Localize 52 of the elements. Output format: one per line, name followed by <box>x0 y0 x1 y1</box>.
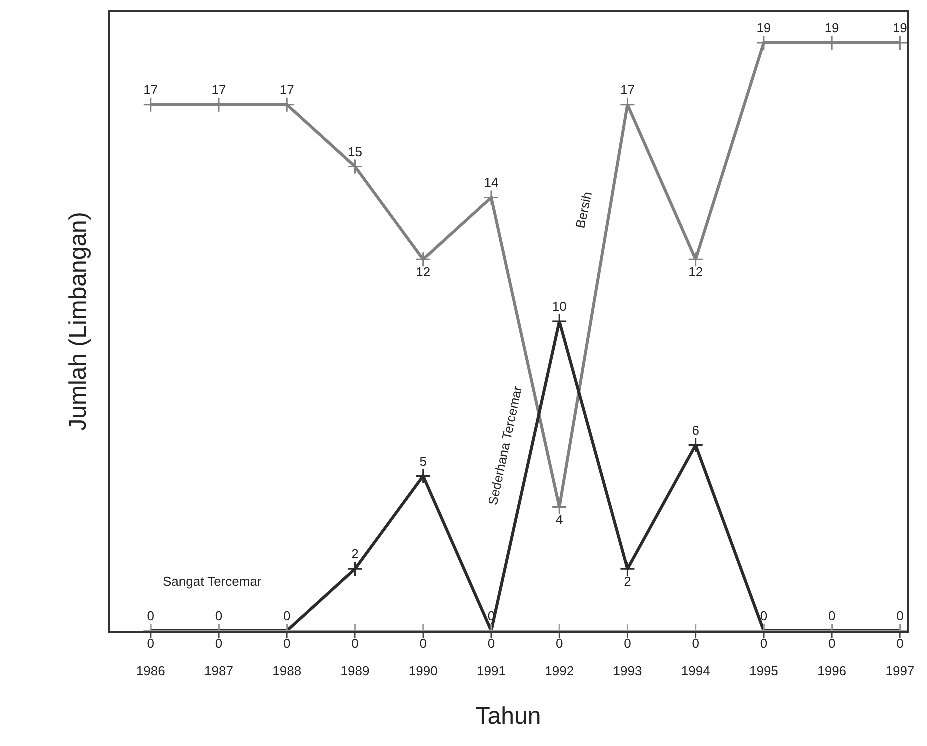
data-label: 0 <box>420 636 427 651</box>
data-label: 12 <box>688 264 704 280</box>
data-label: 0 <box>147 636 154 651</box>
x-tick-label: 1997 <box>886 663 915 678</box>
data-label: 17 <box>144 82 158 98</box>
data-label: 12 <box>416 264 431 280</box>
data-label: 0 <box>556 636 564 651</box>
data-label: 0 <box>896 608 904 624</box>
data-label: 19 <box>824 20 840 36</box>
x-axis-title: Tahun <box>476 703 542 730</box>
data-label: 0 <box>828 608 836 624</box>
data-label: 17 <box>280 82 294 98</box>
x-tick-label: 1987 <box>204 663 234 678</box>
x-tick-label: 1989 <box>340 663 370 678</box>
data-label: 6 <box>692 422 700 438</box>
x-tick-label: 1990 <box>408 663 438 678</box>
text: Sederhana Tercemar <box>485 384 526 507</box>
y-axis-title: Jumlah (Limbangan) <box>64 212 92 431</box>
data-label: 17 <box>212 82 226 98</box>
data-label: 0 <box>147 608 154 624</box>
x-tick-label: 1996 <box>818 663 847 678</box>
data-label: 19 <box>892 20 908 36</box>
data-label: 2 <box>352 546 359 562</box>
data-label: 0 <box>215 608 223 624</box>
data-label: 0 <box>283 636 291 651</box>
data-label: 0 <box>283 608 291 624</box>
x-tick-label: 1991 <box>477 663 506 678</box>
x-tick-label: 1988 <box>272 663 302 678</box>
text: Bersih <box>572 190 596 230</box>
data-label: 0 <box>352 636 359 651</box>
data-label: 0 <box>896 636 904 651</box>
data-label: 0 <box>760 636 768 651</box>
data-label: 2 <box>624 574 632 590</box>
data-label: 4 <box>556 512 564 528</box>
data-label: 5 <box>420 454 427 469</box>
x-tick-label: 1994 <box>681 663 710 678</box>
data-label: 10 <box>552 299 567 314</box>
data-label: 15 <box>348 144 362 160</box>
data-label: 0 <box>692 636 700 651</box>
data-label: 0 <box>828 636 836 651</box>
data-label: 0 <box>215 636 223 651</box>
data-label: 17 <box>620 82 635 98</box>
x-tick-label: 1993 <box>613 663 642 678</box>
data-label: 0 <box>760 608 768 624</box>
x-tick-label: 1986 <box>136 663 166 678</box>
x-tick-label: 1992 <box>545 663 574 678</box>
x-tick-label: 1995 <box>749 663 778 678</box>
data-label: 14 <box>484 175 499 190</box>
text: Sangat Tercemar <box>163 574 262 589</box>
data-label: 19 <box>756 20 772 36</box>
data-label: 0 <box>624 636 632 651</box>
data-label: 0 <box>488 636 496 651</box>
